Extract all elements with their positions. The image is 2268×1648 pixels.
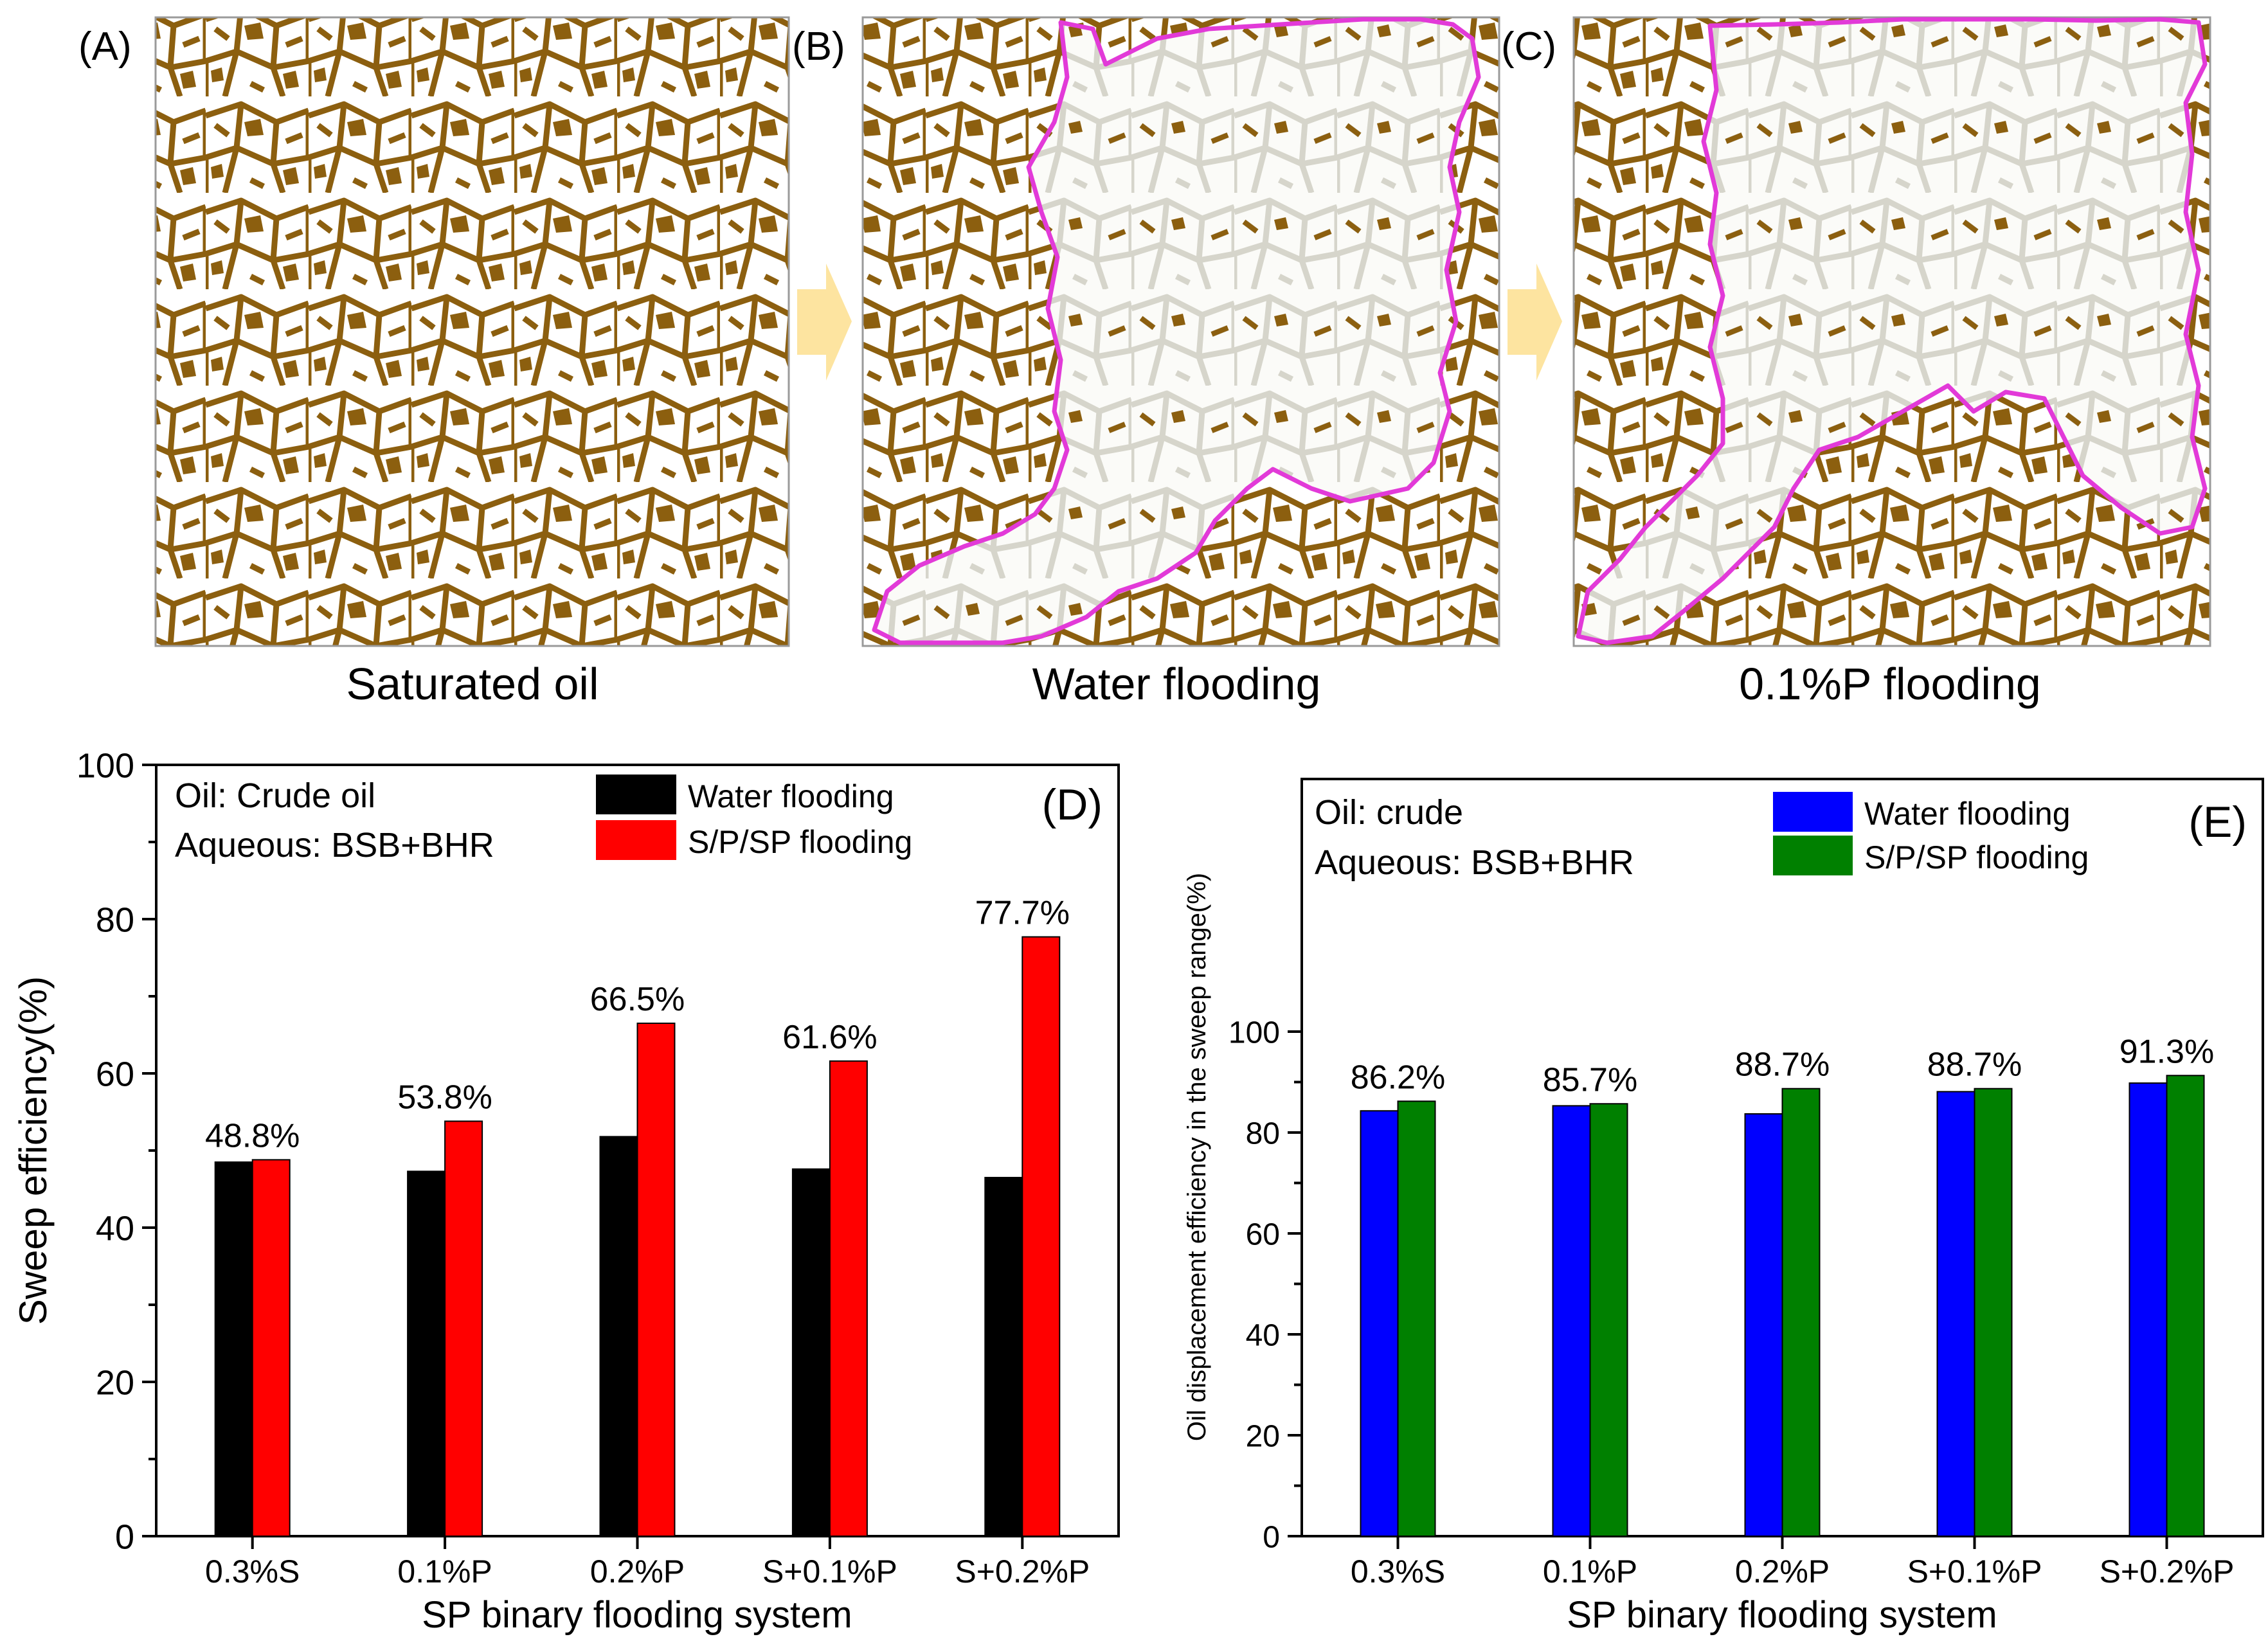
- data-label: 53.8%: [397, 1079, 492, 1116]
- arrow-right-icon-2: [1508, 264, 1562, 381]
- y-tick-label: 40: [96, 1209, 134, 1248]
- bar-water-flooding: [791, 1168, 831, 1537]
- legend-label-sp-e: S/P/SP flooding: [1864, 839, 2089, 875]
- bar-sp-flooding: [1974, 1088, 2013, 1537]
- y-tick-label: 20: [1246, 1419, 1280, 1453]
- y-tick-label: 0: [115, 1518, 134, 1556]
- data-label: 66.5%: [590, 981, 685, 1018]
- x-tick-label: 0.3%S: [1351, 1554, 1445, 1590]
- x-tick-label: S+0.1%P: [762, 1554, 897, 1590]
- x-tick-label: 0.1%P: [397, 1554, 492, 1590]
- data-label: 85.7%: [1543, 1061, 1637, 1098]
- bar-water-flooding: [1552, 1105, 1591, 1537]
- panel-e-label: (E): [2188, 798, 2247, 846]
- bar-sp-flooding: [1397, 1100, 1436, 1537]
- chart-e: (E) Oil: crude Aqueous: BSB+BHR Water fl…: [1183, 778, 2264, 1636]
- y-tick-label: 0: [1263, 1520, 1280, 1554]
- data-label: 86.2%: [1351, 1059, 1445, 1096]
- y-tick-label: 80: [96, 900, 134, 939]
- data-label: 77.7%: [975, 895, 1070, 932]
- legend-swatch-sp: [596, 820, 676, 860]
- bar-water-flooding: [1936, 1091, 1976, 1537]
- bar-water-flooding: [2128, 1082, 2168, 1537]
- data-label: 91.3%: [2120, 1033, 2214, 1070]
- bar-water-flooding: [599, 1136, 638, 1537]
- panel-a-caption: Saturated oil: [346, 659, 598, 709]
- y-tick-label: 40: [1246, 1318, 1280, 1352]
- x-tick-label: 0.1%P: [1543, 1554, 1637, 1590]
- y-tick-label: 100: [1228, 1016, 1280, 1050]
- bar-water-flooding: [214, 1161, 253, 1537]
- panel-c-caption: 0.1%P flooding: [1739, 659, 2041, 709]
- legend-label-water: Water flooding: [688, 778, 894, 814]
- y-tick-label: 60: [1246, 1217, 1280, 1251]
- x-axis-title-e: SP binary flooding system: [1567, 1594, 1997, 1636]
- bar-sp-flooding: [444, 1120, 483, 1537]
- y-tick-label: 100: [76, 746, 134, 785]
- bar-sp-flooding: [636, 1023, 676, 1537]
- panel-a-label: (A): [78, 24, 132, 69]
- bar-sp-flooding: [829, 1060, 868, 1537]
- data-label: 88.7%: [1927, 1046, 2022, 1084]
- bar-water-flooding: [984, 1177, 1023, 1537]
- y-axis-title-e: Oil displacement efficiency in the sweep…: [1183, 873, 1211, 1441]
- bar-sp-flooding: [251, 1159, 291, 1537]
- bar-sp-flooding: [1781, 1088, 1821, 1537]
- panel-d-label: (D): [1042, 780, 1102, 829]
- x-tick-label: 0.2%P: [590, 1554, 685, 1590]
- panel-b-label: (B): [792, 24, 845, 69]
- legend-swatch-water-e: [1773, 792, 1853, 832]
- x-tick-label: 0.2%P: [1735, 1554, 1830, 1590]
- annotation-oil-e: Oil: crude: [1315, 793, 1463, 832]
- x-tick-label: 0.3%S: [205, 1554, 300, 1590]
- panel-c: (C) 0.1%P flooding: [1501, 16, 2211, 709]
- swept-region-polymer: [1576, 17, 2208, 645]
- bar-water-flooding: [1360, 1110, 1399, 1537]
- legend-label-water-e: Water flooding: [1864, 796, 2071, 832]
- annotation-aqueous-e: Aqueous: BSB+BHR: [1315, 843, 1634, 882]
- x-tick-label: S+0.1%P: [1907, 1554, 2042, 1590]
- bar-sp-flooding: [2166, 1075, 2205, 1537]
- legend-swatch-water: [596, 775, 676, 814]
- x-tick-label: S+0.2%P: [2100, 1554, 2235, 1590]
- annotation-oil: Oil: Crude oil: [175, 776, 375, 815]
- chart-d: (D) Oil: Crude oil Aqueous: BSB+BHR Wate…: [12, 746, 1120, 1636]
- annotation-aqueous: Aqueous: BSB+BHR: [175, 826, 494, 864]
- legend-swatch-sp-e: [1773, 836, 1853, 875]
- panel-a: (A) Saturated oil: [78, 16, 790, 709]
- x-tick-label: S+0.2%P: [955, 1554, 1090, 1590]
- arrow-right-icon: [797, 264, 852, 381]
- bar-water-flooding: [407, 1170, 446, 1537]
- bar-water-flooding: [1744, 1113, 1783, 1537]
- x-axis-title: SP binary flooding system: [422, 1594, 852, 1636]
- y-tick-label: 60: [96, 1055, 134, 1093]
- data-label: 88.7%: [1735, 1046, 1830, 1084]
- y-axis-title: Sweep efficiency(%): [12, 976, 55, 1325]
- legend-label-sp: S/P/SP flooding: [688, 824, 912, 860]
- data-label: 61.6%: [782, 1019, 877, 1056]
- panel-b-caption: Water flooding: [1032, 659, 1321, 709]
- y-tick-label: 20: [96, 1363, 134, 1402]
- data-label: 48.8%: [205, 1117, 300, 1154]
- swept-region: [872, 17, 1481, 645]
- panel-b: (B) Water flooding: [792, 16, 1500, 709]
- micromodel-image-saturated: [154, 16, 790, 647]
- bar-sp-flooding: [1589, 1103, 1628, 1537]
- y-tick-label: 80: [1246, 1116, 1280, 1151]
- panel-c-label: (C): [1501, 24, 1556, 69]
- bar-sp-flooding: [1022, 936, 1061, 1537]
